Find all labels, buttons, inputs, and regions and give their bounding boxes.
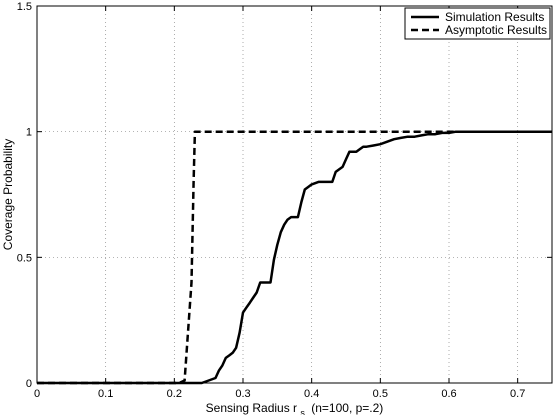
grid-lines <box>37 6 552 383</box>
plot-frame <box>36 5 553 384</box>
x-axis-label-subscript: s <box>300 408 305 415</box>
legend: Simulation Results Asymptotic Results <box>404 7 551 40</box>
x-axis-label-suffix: (n=100, p=.2) <box>311 401 383 415</box>
simulation-results-line <box>37 130 552 385</box>
axis-ticks: 0 0.1 0.2 0.3 0.4 0.5 0.6 0.7 0 0.5 1 1.5 <box>17 1 552 400</box>
legend-label-asymptotic: Asymptotic Results <box>445 23 547 37</box>
y-tick-label: 1.5 <box>17 1 32 13</box>
x-axis-label: Sensing Radius r s (n=100, p=.2) <box>206 401 384 415</box>
asymptotic-results-line <box>37 130 552 385</box>
y-axis-label: Coverage Probability <box>1 139 15 250</box>
x-tick-label: 0.3 <box>235 388 250 400</box>
x-tick-label: 0 <box>34 388 40 400</box>
legend-label-simulation: Simulation Results <box>445 10 544 24</box>
y-tick-label: 1 <box>26 127 32 139</box>
x-axis-label-main: Sensing Radius r <box>206 401 297 415</box>
x-tick-label: 0.6 <box>441 388 456 400</box>
y-tick-label: 0 <box>26 378 32 390</box>
y-tick-label: 0.5 <box>17 252 32 264</box>
x-tick-label: 0.2 <box>167 388 182 400</box>
x-tick-label: 0.7 <box>510 388 525 400</box>
legend-box <box>404 7 551 40</box>
x-tick-label: 0.5 <box>373 388 388 400</box>
plot-series <box>37 130 552 385</box>
x-tick-label: 0.1 <box>98 388 113 400</box>
x-tick-label: 0.4 <box>304 388 319 400</box>
